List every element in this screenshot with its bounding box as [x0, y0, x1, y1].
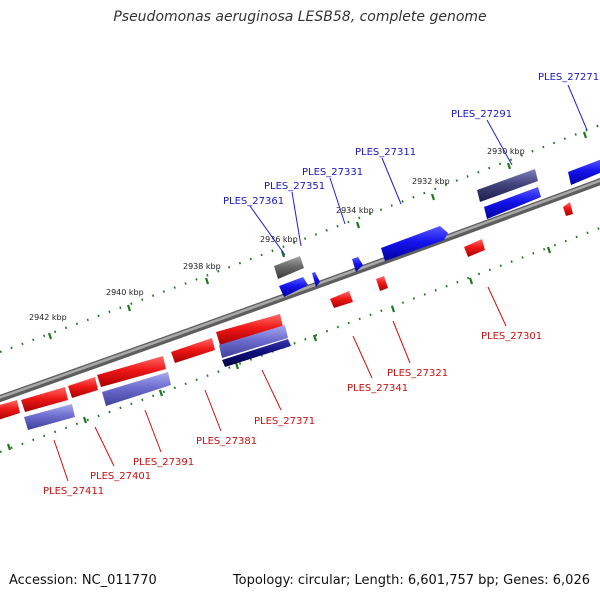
label-ples-27361: PLES_27361 [223, 196, 284, 207]
label-ples-27381: PLES_27381 [196, 436, 257, 447]
label-ples-27321: PLES_27321 [387, 368, 448, 379]
gene-ples-27291[interactable] [484, 187, 541, 219]
gene-ples-27311[interactable] [381, 226, 448, 261]
gene-ples-27351[interactable] [312, 272, 320, 287]
label-ples-27391: PLES_27391 [133, 457, 194, 468]
scale-label-2940: 2940 kbp [106, 288, 144, 297]
gene-ples-27371-other[interactable] [219, 325, 288, 358]
gene-ples-27421[interactable] [0, 400, 20, 420]
gene-ples-27361-pseudo[interactable] [274, 256, 304, 279]
gene-ples-27291-other[interactable] [477, 169, 538, 202]
scale-label-2936: 2936 kbp [260, 235, 298, 244]
label-ples-27311: PLES_27311 [355, 147, 416, 158]
inner-major-ticks [6, 246, 552, 451]
gene-ples-27321[interactable] [376, 276, 388, 291]
gene-ples-27401[interactable] [68, 377, 98, 398]
gene-ples-27271[interactable] [568, 159, 600, 185]
scale-label-2930: 2930 kbp [487, 147, 525, 156]
gene-ples-27411[interactable] [21, 387, 68, 412]
gene-ples-27361[interactable] [279, 277, 308, 297]
gene-ples-27371[interactable] [216, 314, 283, 345]
reverse-leader-lines [53, 286, 507, 482]
genome-backbone [0, 177, 600, 403]
outer-scale-track [0, 123, 600, 354]
label-ples-27411: PLES_27411 [43, 486, 104, 497]
gene-ples-27341[interactable] [330, 291, 353, 308]
other-genes [24, 325, 291, 430]
label-ples-27341: PLES_27341 [347, 383, 408, 394]
accession-text: Accession: NC_011770 [9, 573, 157, 588]
outer-major-ticks [47, 131, 588, 340]
reverse-genes [0, 202, 573, 420]
label-ples-27301: PLES_27301 [481, 331, 542, 342]
gene-ples-27411-other[interactable] [24, 404, 75, 430]
scale-label-2932: 2932 kbp [412, 177, 450, 186]
label-ples-27271: PLES_27271 [538, 72, 599, 83]
gene-ples-27301-b[interactable] [464, 239, 485, 257]
topology-text: Topology: circular; Length: 6,601,757 bp… [232, 573, 590, 588]
gene-ples-27391-other[interactable] [102, 372, 171, 406]
map-title: Pseudomonas aeruginosa LESB58, complete … [113, 9, 487, 25]
label-ples-27401: PLES_27401 [90, 471, 151, 482]
scale-label-2934: 2934 kbp [336, 206, 374, 215]
label-ples-27331: PLES_27331 [302, 167, 363, 178]
scale-label-2938: 2938 kbp [183, 262, 221, 271]
gene-ples-27301[interactable] [563, 202, 573, 216]
scale-label-2942: 2942 kbp [29, 313, 67, 322]
label-ples-27351: PLES_27351 [264, 181, 325, 192]
forward-genes [274, 159, 600, 297]
gene-ples-27381[interactable] [171, 338, 215, 363]
label-ples-27371: PLES_27371 [254, 416, 315, 427]
label-ples-27291: PLES_27291 [451, 109, 512, 120]
gene-ples-27391[interactable] [97, 356, 166, 387]
forward-leader-lines [249, 84, 588, 256]
gene-ples-27331[interactable] [352, 257, 363, 272]
gene-ples-27371-other-b[interactable] [222, 339, 291, 367]
